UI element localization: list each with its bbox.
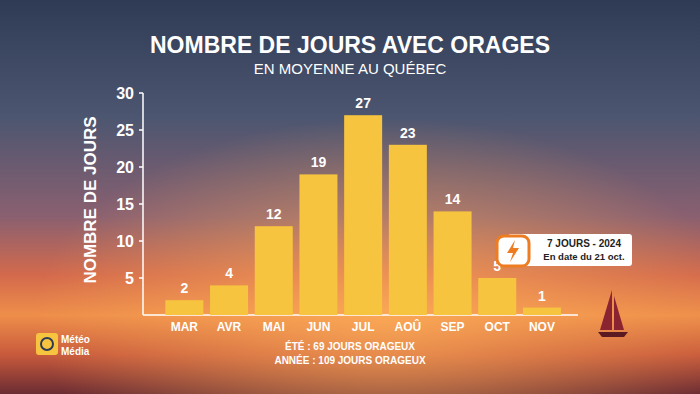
callout-icon-frame bbox=[497, 236, 529, 266]
logo-text: Média bbox=[61, 346, 90, 357]
x-tick-label: OCT bbox=[485, 320, 511, 334]
x-tick-label: JUN bbox=[306, 320, 330, 334]
y-tick bbox=[139, 277, 143, 279]
background-glow bbox=[0, 0, 700, 394]
y-tick-label: 15 bbox=[116, 196, 134, 213]
x-tick-label: AVR bbox=[217, 320, 242, 334]
data-label: 27 bbox=[355, 95, 371, 111]
y-tick bbox=[139, 166, 143, 168]
sailboat bbox=[598, 290, 628, 337]
x-tick-label: AOÛ bbox=[395, 319, 422, 334]
x-tick-label: SEP bbox=[441, 320, 465, 334]
data-label: 19 bbox=[311, 154, 327, 170]
x-tick-label: MAI bbox=[263, 320, 285, 334]
y-tick bbox=[139, 240, 143, 242]
bar bbox=[478, 278, 516, 315]
labels: 2MAR4AVR12MAI19JUN27JUL23AOÛ14SEP5OCT1NO… bbox=[171, 95, 555, 334]
data-label: 2 bbox=[180, 280, 188, 296]
bar bbox=[299, 174, 337, 315]
bar bbox=[389, 145, 427, 315]
bar bbox=[165, 300, 203, 315]
logo: MétéoMédia bbox=[36, 333, 90, 357]
chart: NOMBRE DE JOURS AVEC ORAGES EN MOYENNE AU… bbox=[0, 0, 700, 394]
callout-subtitle: En date du 21 oct. bbox=[543, 251, 624, 262]
bar bbox=[210, 285, 248, 315]
footer-note: ANNÉE : 109 JOURS ORAGEUX bbox=[274, 354, 425, 366]
title: NOMBRE DE JOURS AVEC ORAGES bbox=[150, 32, 550, 58]
y-axis-label: NOMBRE DE JOURS bbox=[81, 116, 100, 283]
y-tick-label: 25 bbox=[116, 122, 134, 139]
data-label: 12 bbox=[266, 206, 282, 222]
logo-icon bbox=[36, 333, 58, 355]
data-label: 14 bbox=[445, 191, 461, 207]
background bbox=[0, 0, 700, 394]
footer-note: ÉTÉ : 69 JOURS ORAGEUX bbox=[285, 340, 415, 352]
lightning-icon bbox=[507, 240, 519, 262]
bar bbox=[523, 308, 561, 315]
y-tick bbox=[139, 92, 143, 94]
y-tick bbox=[139, 129, 143, 131]
callout-title: 7 JOURS - 2024 bbox=[547, 238, 621, 249]
subtitle: EN MOYENNE AU QUÉBEC bbox=[254, 60, 447, 77]
data-label: 4 bbox=[225, 265, 233, 281]
y-tick-label: 20 bbox=[116, 159, 134, 176]
data-label: 23 bbox=[400, 125, 416, 141]
bars bbox=[165, 115, 561, 315]
x-tick-label: MAR bbox=[171, 320, 199, 334]
hull bbox=[598, 332, 628, 337]
x-tick-label: NOV bbox=[529, 320, 555, 334]
bar bbox=[255, 226, 293, 315]
y-tick bbox=[139, 203, 143, 205]
y-tick-label: 5 bbox=[125, 270, 134, 287]
logo-icon-mark bbox=[41, 338, 53, 350]
y-tick-label: 10 bbox=[116, 233, 134, 250]
y-tick-label: 30 bbox=[116, 85, 134, 102]
bar bbox=[344, 115, 382, 315]
data-label: 1 bbox=[538, 288, 546, 304]
logo-text: Météo bbox=[61, 334, 90, 345]
bar bbox=[434, 211, 472, 315]
sail bbox=[614, 296, 624, 330]
x-tick-label: JUL bbox=[352, 320, 375, 334]
sail bbox=[600, 290, 612, 330]
callout: 7 JOURS - 2024 En date du 21 oct. bbox=[497, 234, 632, 268]
